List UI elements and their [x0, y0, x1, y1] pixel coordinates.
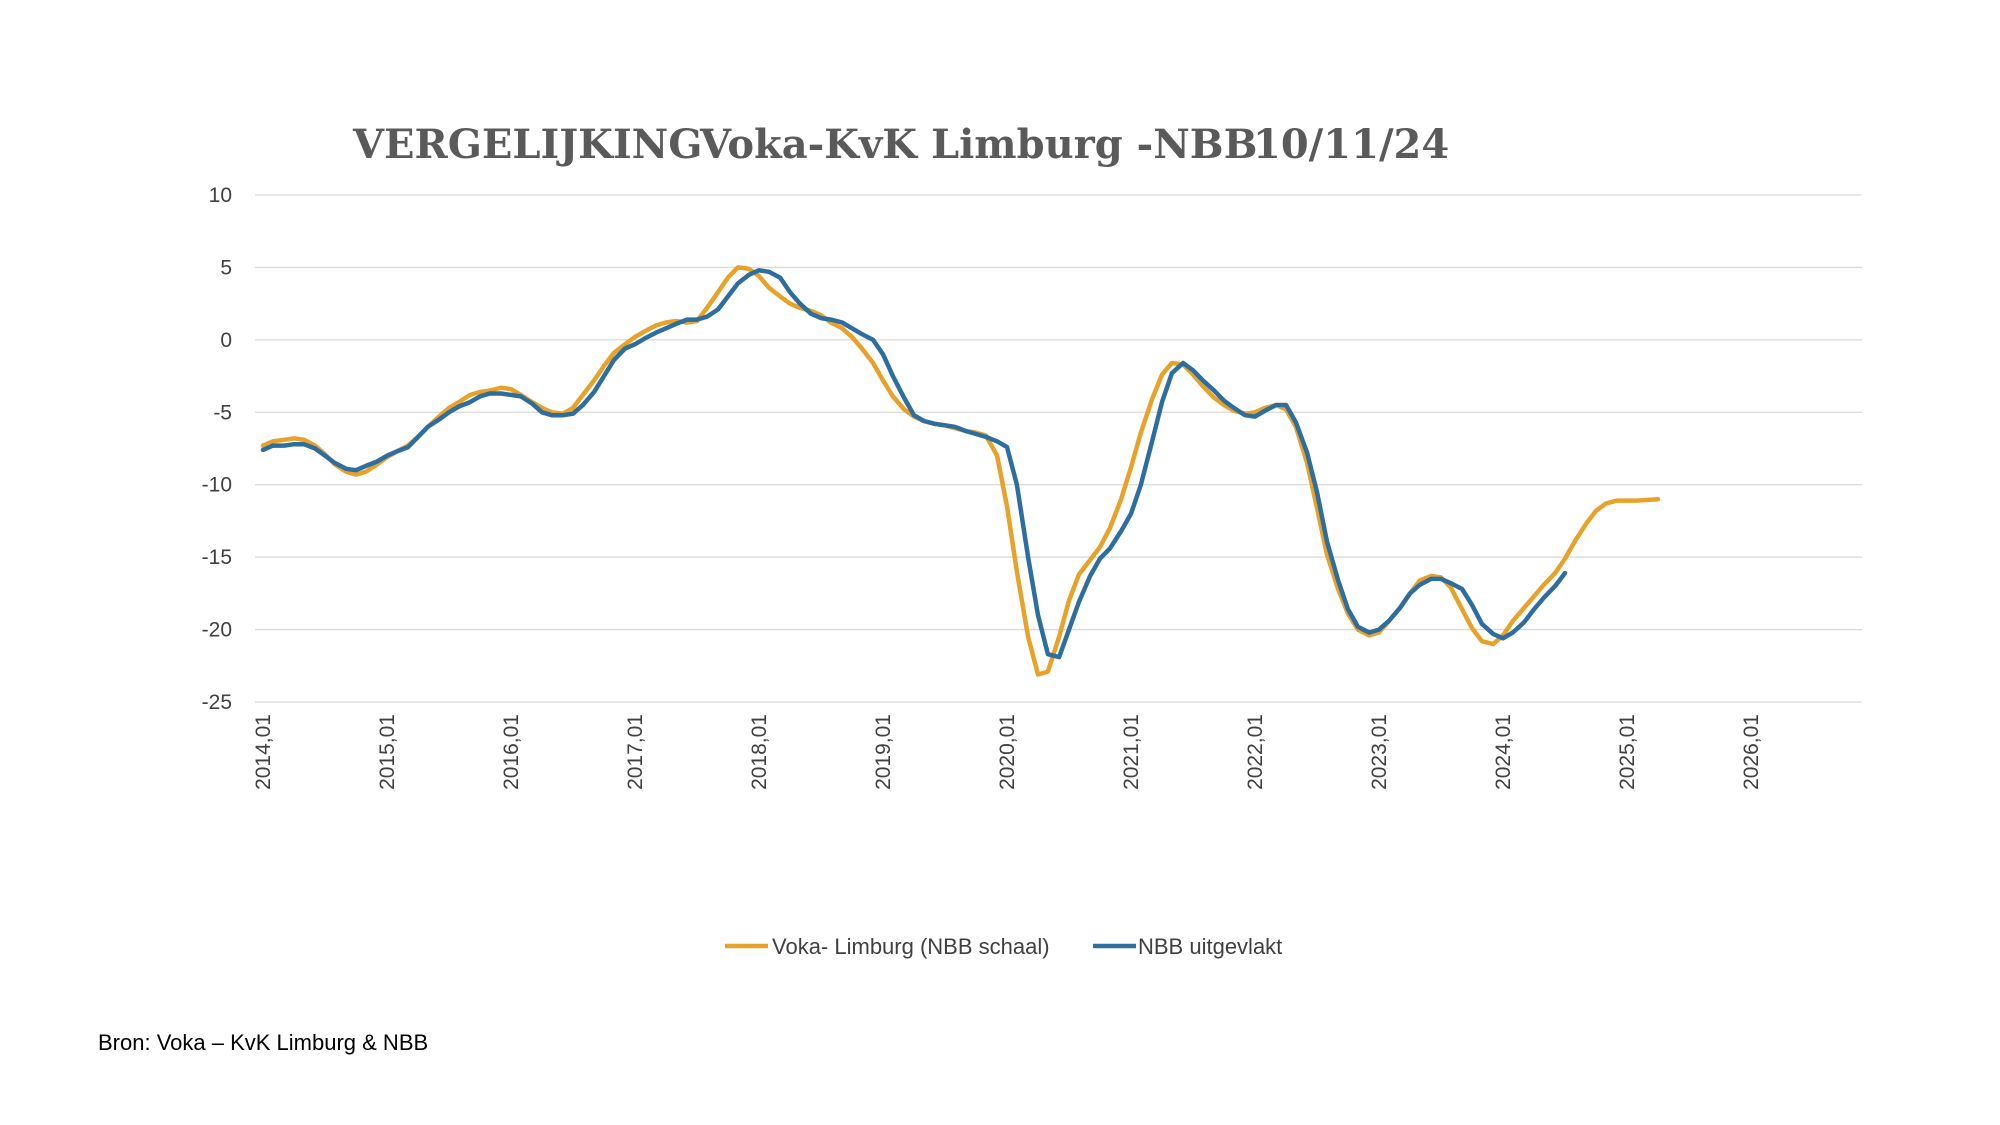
y-tick-label: 5: [220, 256, 232, 279]
series-lines: [260, 265, 1661, 677]
x-tick-label: 2024,01: [1492, 714, 1515, 790]
legend-label-nbb: NBB uitgevlakt: [1138, 934, 1282, 959]
chart-title-part-1: VERGELIJKING: [352, 121, 702, 168]
y-tick-label: 0: [220, 329, 232, 352]
y-tick-label: -25: [202, 691, 232, 714]
y-tick-label: -10: [202, 474, 232, 497]
x-tick-label: 2019,01: [872, 714, 895, 790]
x-tick-label: 2017,01: [624, 714, 647, 790]
series-line-nbb: [260, 268, 1568, 660]
x-tick-label: 2016,01: [500, 714, 523, 790]
x-tick-label: 2014,01: [252, 714, 275, 790]
legend-label-voka: Voka- Limburg (NBB schaal): [772, 934, 1050, 959]
x-tick-label: 2018,01: [748, 714, 771, 790]
chart-title-part-3: 10/11/24: [1253, 121, 1449, 168]
y-axis-tick-labels: 10 5 0 -5 -10 -15 -20 -25: [202, 184, 232, 714]
gridlines: [255, 194, 1862, 703]
y-tick-label: 10: [209, 184, 232, 207]
source-note: Bron: Voka – KvK Limburg & NBB: [98, 1030, 429, 1055]
chart-title: VERGELIJKING Voka-KvK Limburg -NBB 10/11…: [352, 121, 1449, 168]
legend: Voka- Limburg (NBB schaal) NBB uitgevlak…: [725, 934, 1282, 959]
y-tick-label: -20: [202, 619, 232, 642]
y-tick-label: -15: [202, 546, 232, 569]
x-tick-label: 2026,01: [1740, 714, 1763, 790]
series-line-voka: [260, 265, 1661, 677]
x-axis-tick-labels: 2014,01 2015,01 2016,01 2017,01 2018,01 2019,…: [252, 714, 1763, 790]
x-tick-label: 2020,01: [996, 714, 1019, 790]
y-tick-label: -5: [213, 401, 232, 424]
chart-title-part-2: Voka-KvK Limburg -NBB: [699, 121, 1257, 168]
x-tick-label: 2015,01: [376, 714, 399, 790]
x-tick-label: 2021,01: [1120, 714, 1143, 790]
x-tick-label: 2022,01: [1244, 714, 1267, 790]
x-tick-label: 2023,01: [1368, 714, 1391, 790]
x-tick-label: 2025,01: [1616, 714, 1639, 790]
